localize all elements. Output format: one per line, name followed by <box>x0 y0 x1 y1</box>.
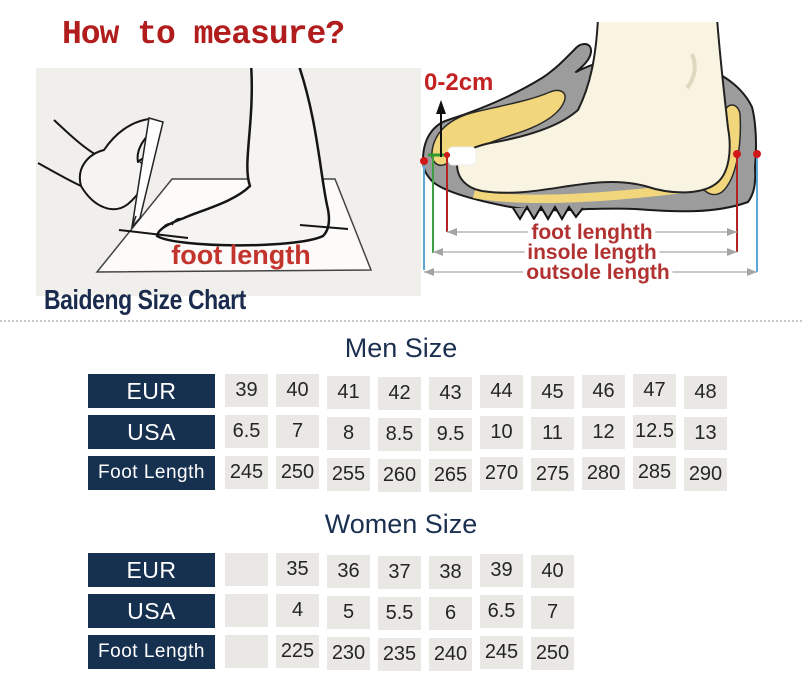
size-cell: 225 <box>276 635 319 668</box>
shoe-cross-section-illustration: 0-2cm foot lenghth insole length outsole… <box>420 22 761 288</box>
ankle-highlight <box>685 53 697 90</box>
size-cell: 240 <box>429 638 472 671</box>
size-cell: 245 <box>225 456 268 489</box>
size-cell: 36 <box>327 555 370 588</box>
dotted-divider <box>0 320 802 322</box>
size-row: USA 6.5 7 8 8.5 9.5 10 11 12 12.5 13 <box>88 415 735 451</box>
size-cell: 40 <box>531 555 574 588</box>
marker-dot <box>444 152 450 158</box>
size-cell: 43 <box>429 377 472 410</box>
size-cell: 4 <box>276 594 319 627</box>
foot-outline <box>155 68 331 247</box>
size-cell: 7 <box>531 596 574 629</box>
size-cell-empty <box>225 635 268 668</box>
size-cell: 40 <box>276 374 319 407</box>
size-cell: 38 <box>429 556 472 589</box>
size-cell: 37 <box>378 556 421 589</box>
size-cell: 48 <box>684 376 727 409</box>
men-size-heading: Men Size <box>344 333 458 363</box>
size-cell: 260 <box>378 459 421 492</box>
size-cell: 5 <box>327 596 370 629</box>
size-cell: 8 <box>327 417 370 450</box>
marker-dot <box>753 150 761 158</box>
size-cell: 275 <box>531 458 574 491</box>
size-cell: 250 <box>531 637 574 670</box>
size-cell: 285 <box>633 456 676 489</box>
size-row: Foot Length 225 230 235 240 245 250 <box>88 635 582 671</box>
size-cell: 250 <box>276 456 319 489</box>
size-cell-empty <box>225 553 268 586</box>
size-cell: 5.5 <box>378 597 421 630</box>
dimension-lines <box>424 231 757 273</box>
size-cell: 42 <box>378 377 421 410</box>
size-cell: 47 <box>633 374 676 407</box>
women-size-heading: Women Size <box>324 509 478 539</box>
size-cell: 255 <box>327 458 370 491</box>
women-size-table: EUR 35 36 37 38 39 40 USA 4 5 5.5 6 6.5 7 Foot Length 2… <box>88 553 582 676</box>
size-cell: 290 <box>684 458 727 491</box>
page-title: How to measure? <box>62 16 345 53</box>
size-cell: 6 <box>429 597 472 630</box>
size-row-label: USA <box>88 594 215 628</box>
foot-length-label: foot length <box>171 240 310 270</box>
hand <box>78 118 156 211</box>
size-cell: 280 <box>582 457 625 490</box>
size-cell: 11 <box>531 417 574 450</box>
size-cell: 6.5 <box>225 415 268 448</box>
traced-toes <box>160 217 183 231</box>
size-cell: 245 <box>480 636 523 669</box>
toe-gap-label: 0-2cm <box>424 69 493 96</box>
brand-size-chart-heading: Baideng Size Chart <box>44 284 246 315</box>
size-row-label: Foot Length <box>88 635 215 669</box>
marker-dot <box>420 157 428 165</box>
marker-dot <box>733 150 741 158</box>
size-cell: 39 <box>480 554 523 587</box>
sole-tread <box>512 205 584 221</box>
size-row-label: USA <box>88 415 215 449</box>
pen-tip <box>131 215 137 228</box>
size-row: Foot Length 245 250 255 260 265 270 275 280 285 29… <box>88 456 735 492</box>
foot-inside-shoe <box>456 22 731 194</box>
size-row: EUR 39 40 41 42 43 44 45 46 47 48 <box>88 374 735 410</box>
pen <box>130 117 164 230</box>
size-cell: 230 <box>327 637 370 670</box>
men-size-table: EUR 39 40 41 42 43 44 45 46 47 48 USA 6.5 7 8 8.5 9.5 10 1… <box>88 374 735 497</box>
insole-length-dimension-label: insole length <box>527 241 657 264</box>
size-cell: 6.5 <box>480 595 523 628</box>
size-cell-empty <box>225 594 268 627</box>
size-cell: 10 <box>480 416 523 449</box>
size-cell: 35 <box>276 553 319 586</box>
size-cell: 39 <box>225 374 268 407</box>
insole-footbed <box>473 180 722 204</box>
foot-tracing-illustration: foot length <box>36 68 421 296</box>
size-cell: 13 <box>684 417 727 450</box>
size-cell: 12 <box>582 416 625 449</box>
size-cell: 265 <box>429 459 472 492</box>
size-cell: 45 <box>531 376 574 409</box>
size-row-label: Foot Length <box>88 456 215 490</box>
size-cell: 8.5 <box>378 418 421 451</box>
dimension-arrowheads <box>424 228 757 276</box>
size-cell: 12.5 <box>633 415 676 448</box>
size-cell: 270 <box>480 457 523 490</box>
size-row-label: EUR <box>88 553 215 587</box>
size-row: EUR 35 36 37 38 39 40 <box>88 553 582 589</box>
toe-gap <box>447 146 477 166</box>
measure-tick-marks <box>118 224 349 239</box>
size-cell: 7 <box>276 415 319 448</box>
size-row: USA 4 5 5.5 6 6.5 7 <box>88 594 582 630</box>
size-cell: 41 <box>327 376 370 409</box>
gap-arrow-head <box>436 100 446 114</box>
size-cell: 44 <box>480 375 523 408</box>
size-cell: 235 <box>378 638 421 671</box>
outsole-length-dimension-label: outsole length <box>526 261 670 284</box>
size-cell: 46 <box>582 375 625 408</box>
size-row-label: EUR <box>88 374 215 408</box>
foot-length-dimension-label: foot lenghth <box>531 221 652 244</box>
size-cell: 9.5 <box>429 418 472 451</box>
